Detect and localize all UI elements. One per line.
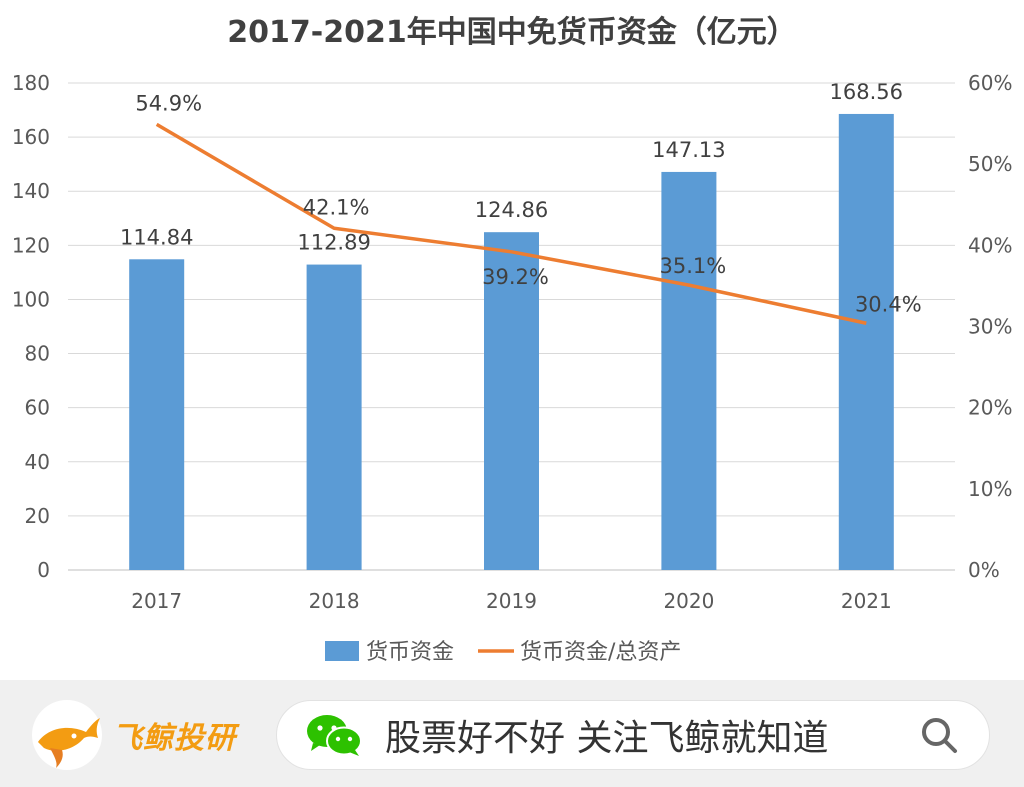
chart-area: 2017-2021年中国中免货币资金（亿元） 0 20 40 60 80 100 120 140… (12, 15, 1013, 665)
search-icon[interactable] (919, 715, 959, 755)
legend-bar-label: 货币资金 (366, 640, 454, 665)
bar-data-label: 114.84 (120, 225, 193, 249)
bar (129, 259, 185, 570)
y-right-tick-label: 20% (968, 396, 1012, 420)
y-right-tick-label: 60% (968, 71, 1012, 95)
y-left-tick-label: 160 (12, 125, 50, 149)
line-data-label: 35.1% (660, 254, 727, 278)
y-left-tick-label: 180 (12, 71, 50, 95)
line-data-label: 30.4% (855, 292, 922, 316)
y-left-tick-label: 20 (25, 504, 50, 528)
y-right-tick-label: 10% (968, 477, 1012, 501)
y-left-tick-label: 60 (25, 396, 50, 420)
y-left-tick-label: 0 (37, 558, 50, 582)
line-data-label: 39.2% (482, 265, 549, 289)
y-left-tick-label: 140 (12, 179, 50, 203)
legend-line-label: 货币资金/总资产 (520, 640, 681, 665)
y-right-tick-label: 50% (968, 152, 1012, 176)
chart-svg: 2017-2021年中国中免货币资金（亿元） 0 20 40 60 80 100 120 140… (12, 15, 1013, 665)
chart-title: 2017-2021年中国中免货币资金（亿元） (227, 15, 796, 50)
bar (661, 171, 717, 570)
y-left-tick-label: 40 (25, 450, 50, 474)
y-left-tick-label: 100 (12, 287, 50, 311)
y-left-tick-label: 80 (25, 342, 50, 366)
x-tick-label: 2021 (841, 589, 892, 613)
x-tick-label: 2018 (309, 589, 360, 613)
y-right-tick-label: 40% (968, 233, 1012, 257)
bar-data-label: 147.13 (652, 138, 725, 162)
x-tick-label: 2020 (663, 589, 714, 613)
legend-bar-swatch (325, 641, 359, 661)
brand[interactable]: 飞鲸投研 (30, 700, 236, 770)
bar-data-label: 112.89 (297, 231, 370, 255)
bar-data-label: 124.86 (475, 198, 548, 222)
y-left-tick-label: 120 (12, 233, 50, 257)
x-tick-label: 2019 (486, 589, 537, 613)
x-tick-label: 2017 (131, 589, 182, 613)
bar-data-label: 168.56 (830, 80, 903, 104)
slogan-text: 股票好不好 关注飞鲸就知道 (385, 718, 829, 759)
line-data-label: 42.1% (303, 195, 370, 219)
line-data-label: 54.9% (135, 91, 202, 115)
y-right-tick-label: 30% (968, 315, 1012, 339)
bar (838, 113, 894, 571)
footer-banner: 飞鲸投研 股票好不好 关注飞鲸就知道 (0, 680, 1024, 787)
wechat-icon (307, 715, 362, 756)
whale-logo-icon (32, 700, 102, 770)
bar (306, 264, 362, 570)
bar (484, 232, 539, 570)
brand-name: 飞鲸投研 (112, 721, 236, 756)
search-box[interactable]: 股票好不好 关注飞鲸就知道 (276, 700, 990, 770)
y-right-tick-label: 0% (968, 558, 1000, 582)
